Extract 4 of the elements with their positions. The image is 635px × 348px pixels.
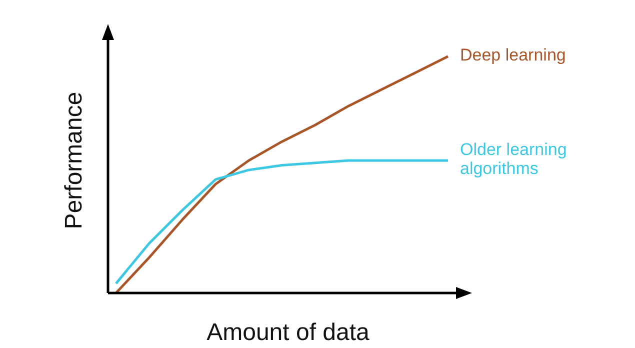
series-label: Older learning algorithms bbox=[460, 140, 567, 178]
y-axis-title: Performance bbox=[60, 92, 88, 230]
series-label: Deep learning bbox=[460, 46, 566, 65]
x-axis-title: Amount of data bbox=[206, 319, 370, 346]
